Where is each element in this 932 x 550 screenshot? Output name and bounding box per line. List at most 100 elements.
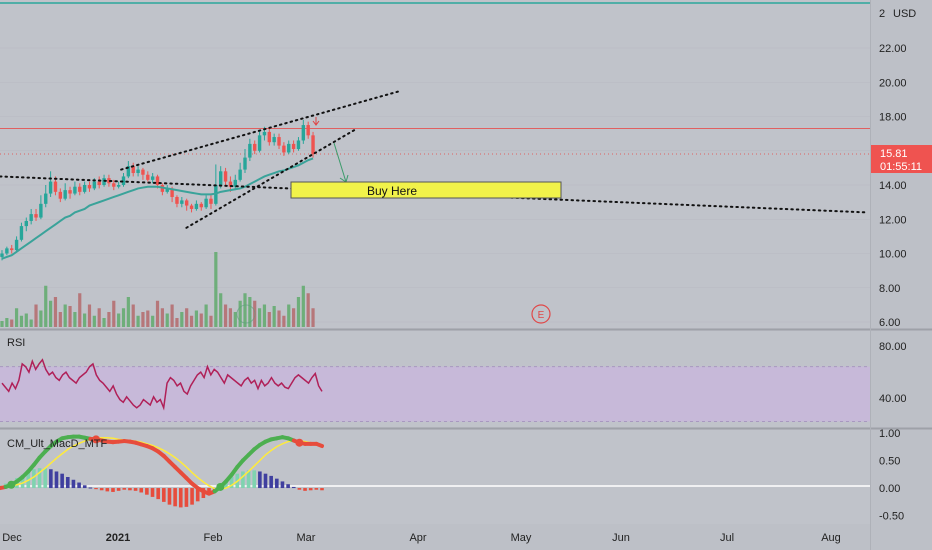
candle-body xyxy=(248,143,252,158)
volume-bar xyxy=(141,312,145,327)
volume-bar xyxy=(97,308,101,327)
candle-body xyxy=(253,143,257,151)
time-tick-label: Apr xyxy=(409,532,426,544)
price-tick-label: 20.00 xyxy=(879,77,907,89)
volume-bar xyxy=(223,304,228,327)
macd-hist-bar xyxy=(190,488,194,505)
time-axis[interactable]: Dec 2021 Feb Mar Apr May Jun Jul Aug xyxy=(2,532,841,544)
price-pane[interactable] xyxy=(0,0,870,328)
macd-label[interactable]: CM_Ult_MacD_MTF xyxy=(7,438,108,450)
candle-body xyxy=(146,174,150,180)
candle-body xyxy=(180,200,184,204)
bar-countdown: 01:55:11 xyxy=(880,161,922,173)
candle-body xyxy=(219,171,223,185)
candle-body xyxy=(277,137,281,146)
macd-hist-bar xyxy=(162,488,166,502)
ema-line xyxy=(1,157,314,260)
macd-hist-bar xyxy=(88,487,93,489)
candle-body xyxy=(44,193,48,204)
volume-bar xyxy=(209,315,213,327)
macd-hist-bar xyxy=(269,475,273,489)
candle-body xyxy=(126,166,131,177)
volume-bar xyxy=(180,312,184,327)
volume-bar xyxy=(73,312,77,327)
macd-hist-bar xyxy=(60,473,64,489)
buy-here-annotation[interactable]: Buy Here xyxy=(290,181,562,199)
horizontal-levels[interactable] xyxy=(0,127,870,155)
candle-body xyxy=(78,186,82,192)
candle-body xyxy=(311,135,315,155)
volume-bar xyxy=(5,318,9,327)
time-axis-area[interactable] xyxy=(0,524,870,550)
macd-hist-bar xyxy=(173,488,177,507)
volume-bars xyxy=(0,252,315,327)
macd-pane[interactable] xyxy=(0,430,870,524)
volume-bar xyxy=(10,319,14,327)
volume-bar xyxy=(238,300,242,327)
rsi-label[interactable]: RSI xyxy=(7,337,25,349)
volume-bar xyxy=(29,319,33,327)
dividend-marker[interactable] xyxy=(236,304,256,324)
candle-body xyxy=(170,188,174,197)
earnings-marker[interactable]: E xyxy=(531,304,551,324)
candle-body xyxy=(53,181,58,192)
rsi-tick-80: 80.00 xyxy=(879,341,907,353)
macd-hist-bar xyxy=(184,488,189,507)
candle-body xyxy=(199,203,203,208)
volume-bar xyxy=(68,306,72,327)
macd-cross-dot xyxy=(216,482,225,491)
volume-bar xyxy=(165,313,169,327)
candle-body xyxy=(48,181,53,194)
candle-body xyxy=(10,248,14,251)
candle-body xyxy=(87,185,92,189)
volume-bar xyxy=(49,300,53,327)
candle-body xyxy=(233,179,237,187)
time-tick-label: Aug xyxy=(821,532,841,544)
volume-bar xyxy=(272,306,276,327)
volume-bar xyxy=(189,315,194,327)
candle-body xyxy=(141,169,145,175)
volume-bar xyxy=(262,304,267,327)
candle-body xyxy=(68,190,72,194)
macd-tick-label: -0.50 xyxy=(879,511,904,523)
candle-body xyxy=(306,125,310,136)
candle-body xyxy=(209,198,213,204)
macd-hist-bar xyxy=(99,488,104,491)
candle-body xyxy=(282,145,286,153)
macd-axis: 1.00 0.50 0.00 -0.50 xyxy=(879,428,904,523)
red-down-arrow xyxy=(312,117,320,126)
volume-bar xyxy=(87,304,92,327)
macd-hist-bar xyxy=(32,469,36,489)
candle-body xyxy=(97,181,101,185)
volume-bar xyxy=(292,308,296,327)
candle-body xyxy=(121,176,126,185)
volume-bar xyxy=(14,308,19,327)
macd-hist-bar xyxy=(145,488,149,495)
candle-body xyxy=(262,131,267,136)
candle-body xyxy=(301,125,306,141)
volume-bar xyxy=(155,300,160,327)
candle-body xyxy=(287,143,291,153)
volume-bar xyxy=(311,308,315,327)
candle-body xyxy=(175,196,179,204)
price-axis-area[interactable] xyxy=(870,0,932,524)
last-price-value: 15.81 xyxy=(880,148,908,160)
price-axis[interactable]: 2 USD 22.0020.0018.0016.0014.0012.0010.0… xyxy=(871,8,932,329)
volume-bar xyxy=(83,313,87,327)
volume-bar xyxy=(233,312,237,327)
volume-bar xyxy=(151,315,155,327)
volume-bar xyxy=(131,304,135,327)
candle-body xyxy=(194,203,199,209)
macd-hist-bar xyxy=(252,470,257,489)
candle-body xyxy=(296,140,301,150)
macd-cross-dot xyxy=(295,438,304,447)
macd-hist-bar xyxy=(286,484,290,489)
volume-bar xyxy=(58,312,62,327)
candle-body xyxy=(243,157,247,170)
volume-bar xyxy=(126,297,130,327)
volume-bar xyxy=(204,304,208,327)
candle-body xyxy=(107,178,111,184)
volume-bar xyxy=(267,312,271,327)
candle-body xyxy=(19,226,24,240)
